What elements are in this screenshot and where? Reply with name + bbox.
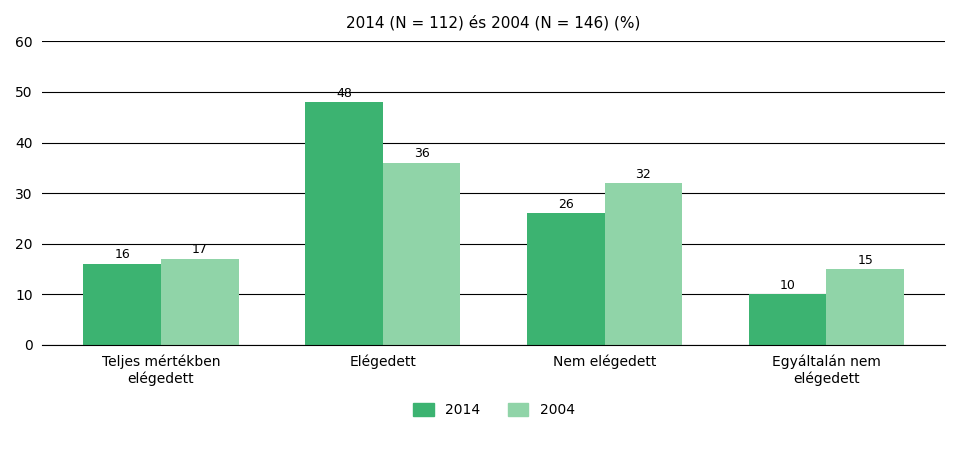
Bar [527,213,605,345]
Text: 48: 48 [336,86,352,99]
Bar [305,102,383,345]
Text: 32: 32 [636,167,651,180]
Bar [161,259,239,345]
Text: 10: 10 [780,279,796,292]
Bar [383,163,461,345]
Text: 15: 15 [857,253,873,266]
Legend: 2014, 2004: 2014, 2004 [407,398,580,423]
Text: 36: 36 [414,147,429,160]
Bar [827,269,904,345]
Bar [84,264,161,345]
Text: 17: 17 [192,243,207,256]
Text: 16: 16 [114,248,130,261]
Title: 2014 (Ν = 112) és 2004 (Ν = 146) (%): 2014 (Ν = 112) és 2004 (Ν = 146) (%) [347,15,641,31]
Bar [749,294,827,345]
Bar [605,183,683,345]
Text: 26: 26 [558,198,574,211]
